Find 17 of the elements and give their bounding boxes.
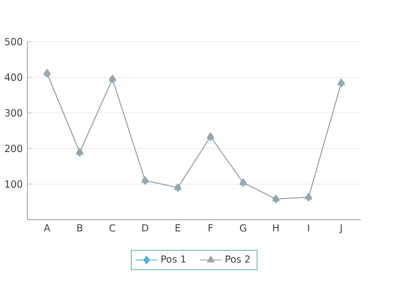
x-tick-label: G	[240, 224, 246, 232]
y-tick-label: 200	[5, 145, 22, 152]
x-tick-label: J	[339, 224, 342, 234]
legend-label: Pos 1	[162, 256, 186, 263]
y-tick-label: 300	[5, 109, 22, 117]
x-tick-label: H	[273, 224, 279, 232]
x-tick-label: A	[44, 224, 50, 232]
y-tick-label: 100	[5, 180, 22, 188]
x-tick-label: F	[208, 224, 213, 232]
x-tick-label: E	[176, 224, 180, 232]
legend-label: Pos 2	[226, 256, 250, 264]
x-tick-label: D	[142, 224, 148, 232]
y-tick-label: 400	[4, 74, 22, 82]
x-tick-label: B	[77, 224, 82, 232]
y-tick-label: 500	[5, 38, 22, 46]
x-tick-label: C	[110, 224, 116, 232]
x-tick-label: I	[308, 224, 310, 232]
